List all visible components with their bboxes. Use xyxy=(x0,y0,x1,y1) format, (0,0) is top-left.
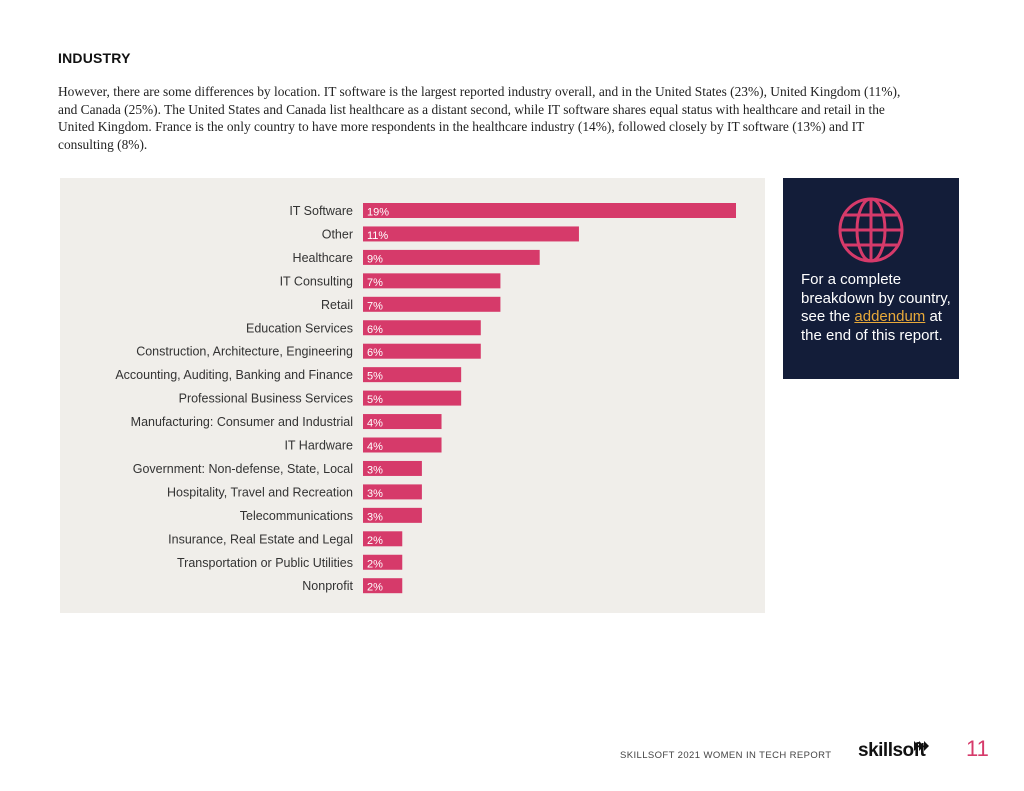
category-label: Insurance, Real Estate and Legal xyxy=(168,532,353,546)
callout-text-before: For a complete breakdown by country, see… xyxy=(801,271,951,325)
bar xyxy=(363,320,481,336)
value-label: 5% xyxy=(367,371,383,383)
category-label: Education Services xyxy=(246,321,353,335)
page-number: 11 xyxy=(966,736,989,761)
globe-icon xyxy=(838,197,904,263)
value-label: 3% xyxy=(367,464,383,476)
value-label: 3% xyxy=(367,488,383,500)
value-label: 6% xyxy=(367,324,383,336)
bar xyxy=(363,343,481,359)
category-label: Other xyxy=(322,227,353,241)
category-label: Hospitality, Travel and Recreation xyxy=(167,485,353,499)
value-label: 9% xyxy=(367,253,383,265)
bar xyxy=(363,414,442,430)
bar xyxy=(363,273,501,289)
bar xyxy=(363,226,579,242)
category-label: IT Hardware xyxy=(284,439,353,453)
category-label: IT Consulting xyxy=(280,274,353,288)
value-label: 7% xyxy=(367,277,383,289)
section-title: INDUSTRY xyxy=(58,50,131,66)
value-label: 2% xyxy=(367,535,383,547)
category-label: Government: Non-defense, State, Local xyxy=(133,462,353,476)
value-label: 11% xyxy=(367,230,388,242)
value-label: 4% xyxy=(367,441,383,453)
category-label: Manufacturing: Consumer and Industrial xyxy=(131,415,353,429)
callout-text: For a complete breakdown by country, see… xyxy=(801,271,951,345)
addendum-callout: For a complete breakdown by country, see… xyxy=(783,178,959,379)
bar xyxy=(363,390,462,406)
bar xyxy=(363,460,422,476)
bar xyxy=(363,367,462,383)
category-label: IT Software xyxy=(289,204,353,218)
addendum-link[interactable]: addendum xyxy=(854,308,926,325)
bar xyxy=(363,484,422,500)
category-label: Nonprofit xyxy=(302,579,353,593)
category-label: Healthcare xyxy=(293,251,353,265)
value-label: 4% xyxy=(367,418,383,430)
value-label: 2% xyxy=(367,582,383,594)
bar xyxy=(363,249,540,265)
category-label: Accounting, Auditing, Banking and Financ… xyxy=(115,368,353,382)
value-label: 2% xyxy=(367,558,383,570)
value-label: 19% xyxy=(367,207,389,219)
skillsoft-logo: skillsoft xyxy=(858,740,926,761)
industry-chart: IT Software 19% Other 11% Healthcare 9% IT Con… xyxy=(60,178,765,613)
value-label: 3% xyxy=(367,511,383,523)
category-label: Transportation or Public Utilities xyxy=(177,556,353,570)
bar xyxy=(363,437,442,453)
value-label: 7% xyxy=(367,300,383,312)
bar xyxy=(363,554,403,570)
category-label: Telecommunications xyxy=(240,509,353,523)
footer-report-name: SKILLSOFT 2021 WOMEN IN TECH REPORT xyxy=(620,750,832,761)
industry-bar-chart-svg: IT Software 19% Other 11% Healthcare 9% IT Con… xyxy=(115,203,736,594)
category-label: Retail xyxy=(321,298,353,312)
category-label: Professional Business Services xyxy=(179,392,353,406)
value-label: 5% xyxy=(367,394,383,406)
value-label: 6% xyxy=(367,347,383,359)
bar xyxy=(363,203,736,218)
callout-text-after: at the end of this report. xyxy=(801,308,943,344)
bar xyxy=(363,296,501,312)
category-label: Construction, Architecture, Engineering xyxy=(136,345,353,359)
logo-arrow-icon xyxy=(914,741,929,751)
bar xyxy=(363,531,403,547)
intro-paragraph: However, there are some differences by l… xyxy=(58,84,901,152)
bar xyxy=(363,507,422,523)
bar xyxy=(363,578,403,594)
